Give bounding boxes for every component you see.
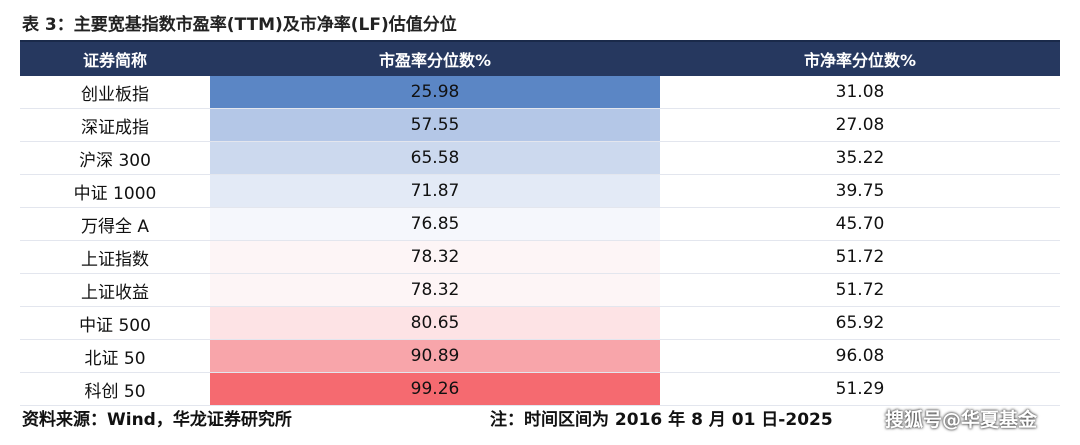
table-row: 深证成指 57.55 27.08 xyxy=(20,108,1060,142)
table-row: 北证 50 90.89 96.08 xyxy=(20,339,1060,373)
name-cell: 创业板指 xyxy=(20,76,210,109)
name-cell: 万得全 A xyxy=(20,207,210,241)
value-cell: 51.72 xyxy=(660,273,1060,307)
name-cell: 上证收益 xyxy=(20,273,210,307)
header-cell: 市净率分位数% xyxy=(660,40,1060,76)
value-cell: 27.08 xyxy=(660,108,1060,142)
name-cell: 科创 50 xyxy=(20,372,210,406)
watermark: 搜狐号@华夏基金 xyxy=(885,409,1038,431)
value-cell: 39.75 xyxy=(660,174,1060,208)
header-row: 证券简称 市盈率分位数% 市净率分位数% xyxy=(20,40,1060,76)
value-cell: 80.65 xyxy=(210,306,660,340)
name-cell: 沪深 300 xyxy=(20,141,210,175)
value-cell: 25.98 xyxy=(210,76,660,109)
value-cell: 96.08 xyxy=(660,339,1060,373)
table-row: 中证 1000 71.87 39.75 xyxy=(20,174,1060,208)
source-note: 资料来源：Wind，华龙证券研究所 xyxy=(22,410,292,430)
value-cell: 51.72 xyxy=(660,240,1060,274)
value-cell: 78.32 xyxy=(210,240,660,274)
table-row: 创业板指 25.98 31.08 xyxy=(20,76,1060,109)
value-cell: 99.26 xyxy=(210,372,660,406)
value-cell: 65.58 xyxy=(210,141,660,175)
value-cell: 51.29 xyxy=(660,372,1060,406)
time-note: 注：时间区间为 2016 年 8 月 01 日-2025 xyxy=(490,410,833,430)
value-cell: 31.08 xyxy=(660,76,1060,109)
name-cell: 中证 1000 xyxy=(20,174,210,208)
table-body: 创业板指 25.98 31.08 深证成指 57.55 27.08 沪深 300 65.58 3… xyxy=(20,76,1060,406)
value-cell: 71.87 xyxy=(210,174,660,208)
name-cell: 深证成指 xyxy=(20,108,210,142)
value-cell: 76.85 xyxy=(210,207,660,241)
table-row: 中证 500 80.65 65.92 xyxy=(20,306,1060,340)
value-cell: 78.32 xyxy=(210,273,660,307)
name-cell: 上证指数 xyxy=(20,240,210,274)
value-cell: 57.55 xyxy=(210,108,660,142)
header-cell: 证券简称 xyxy=(20,40,210,76)
value-cell: 45.70 xyxy=(660,207,1060,241)
table-row: 万得全 A 76.85 45.70 xyxy=(20,207,1060,241)
name-cell: 北证 50 xyxy=(20,339,210,373)
value-cell: 35.22 xyxy=(660,141,1060,175)
name-cell: 中证 500 xyxy=(20,306,210,340)
table-row: 科创 50 99.26 51.29 xyxy=(20,372,1060,406)
value-cell: 90.89 xyxy=(210,339,660,373)
value-cell: 65.92 xyxy=(660,306,1060,340)
table-row: 上证指数 78.32 51.72 xyxy=(20,240,1060,274)
header-cell: 市盈率分位数% xyxy=(210,40,660,76)
table-row: 上证收益 78.32 51.72 xyxy=(20,273,1060,307)
table-title: 表 3：主要宽基指数市盈率(TTM)及市净率(LF)估值分位 xyxy=(22,15,457,35)
table-row: 沪深 300 65.58 35.22 xyxy=(20,141,1060,175)
valuation-table: 证券简称 市盈率分位数% 市净率分位数% 创业板指 25.98 31.08 深证成指 57.… xyxy=(20,40,1060,406)
